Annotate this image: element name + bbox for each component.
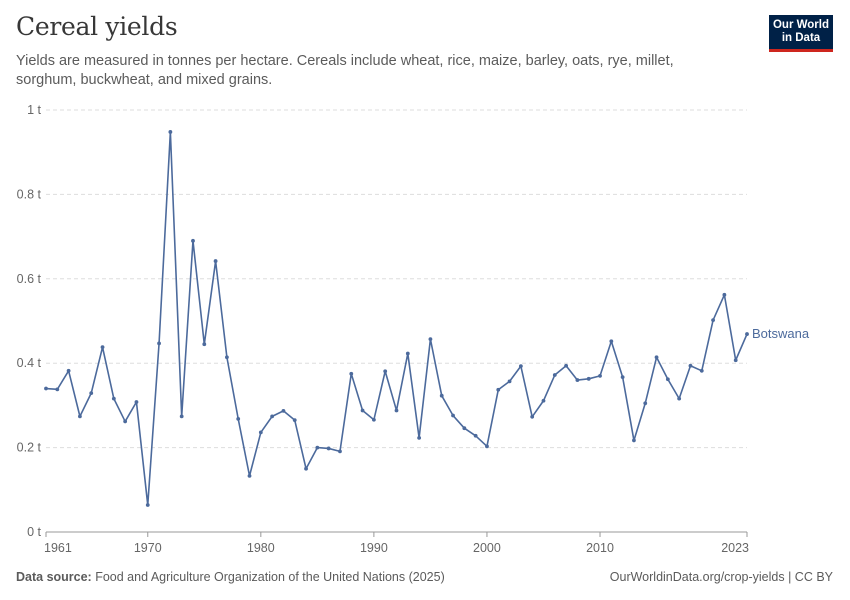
data-point[interactable] [428,337,433,342]
data-point[interactable] [722,292,727,297]
data-point[interactable] [598,373,602,378]
data-point[interactable] [281,408,286,413]
data-point[interactable] [360,408,365,413]
data-point[interactable] [145,503,150,507]
data-point[interactable] [473,433,478,438]
data-point[interactable] [44,386,48,391]
x-tick-label: 2023 [721,541,749,555]
y-tick-label: 0.2 t [17,441,42,455]
y-tick-label: 0 t [27,525,41,539]
data-point[interactable] [66,368,71,373]
grid-lines [46,109,747,449]
data-point[interactable] [349,371,354,376]
x-tick-label: 2010 [586,541,614,555]
data-point[interactable] [711,318,715,323]
data-point[interactable] [270,414,275,419]
chart-title: Cereal yields [16,12,178,41]
data-point[interactable] [745,332,749,336]
x-tick-label: 1980 [247,541,275,555]
data-point[interactable] [609,339,614,344]
data-point[interactable] [496,387,501,392]
data-point[interactable] [507,379,512,384]
series-lines [45,131,748,506]
logo-line-1: Our World [772,19,829,31]
data-point[interactable] [55,387,60,392]
axes: 0 t 0.2 t 0.4 t 0.6 t 0.8 t 1 t 1961 1970 1980 19… [17,103,749,555]
data-point[interactable] [179,414,184,419]
x-tick-label: 1961 [44,541,72,555]
data-point[interactable] [123,419,128,424]
x-tick-label: 2000 [473,541,501,555]
series-labels: Botswana [752,326,810,341]
data-point[interactable] [643,401,648,406]
data-point[interactable] [552,373,557,377]
data-point[interactable] [632,438,636,443]
data-point[interactable] [168,130,173,134]
logo-line-2: in Data [781,32,821,44]
data-point[interactable] [462,426,467,431]
chart-subtitle: Yields are measured in tonnes per hectar… [16,53,674,88]
data-point[interactable] [665,377,670,382]
y-tick-label: 1 t [27,103,41,117]
data-point[interactable] [89,391,94,396]
data-point[interactable] [100,345,105,350]
data-point[interactable] [733,358,738,363]
x-tick-label: 1990 [360,541,388,555]
data-point[interactable] [304,466,308,471]
data-point[interactable] [530,414,535,419]
data-point[interactable] [688,363,693,368]
data-point[interactable] [326,446,331,451]
source-url[interactable]: OurWorldinData.org/crop-yields | CC BY [609,570,833,584]
data-point[interactable] [338,449,342,454]
data-point[interactable] [699,368,704,373]
series-label: Botswana [752,326,810,341]
data-point[interactable] [518,364,523,369]
data-point[interactable] [315,445,320,450]
data-point[interactable] [225,355,229,360]
data-point[interactable] [371,417,376,422]
data-source-text[interactable]: Food and Agriculture Organization of the… [95,570,445,584]
data-point[interactable] [157,341,161,346]
data-point[interactable] [191,238,195,243]
y-tick-label: 0.4 t [17,356,42,370]
y-tick-label: 0.6 t [17,272,42,286]
data-point[interactable] [485,444,489,449]
data-point[interactable] [383,369,388,374]
data-point[interactable] [620,375,625,380]
data-point[interactable] [394,408,399,413]
data-point[interactable] [417,435,422,440]
data-point[interactable] [405,351,410,356]
data-source-label: Data source: [16,570,92,584]
data-point[interactable] [134,400,139,404]
data-point[interactable] [677,396,682,401]
x-tick-label: 1970 [134,541,162,555]
data-point[interactable] [78,414,82,419]
data-point[interactable] [575,378,580,382]
owid-logo[interactable]: Our World in Data [769,15,833,52]
data-point[interactable] [451,413,455,418]
data-point[interactable] [111,396,116,401]
data-point[interactable] [236,417,241,421]
data-point[interactable] [654,355,659,360]
data-point[interactable] [247,473,252,478]
data-point[interactable] [564,363,568,368]
series-line-botswana[interactable] [45,131,748,506]
data-point[interactable] [541,398,546,403]
data-point[interactable] [586,376,591,381]
data-point[interactable] [202,342,207,347]
data-point[interactable] [439,393,444,398]
y-tick-label: 0.8 t [17,187,42,201]
data-points [44,130,749,507]
data-source: Data source: Food and Agriculture Organi… [16,570,445,584]
data-point[interactable] [258,430,263,435]
data-point[interactable] [292,418,297,423]
data-point[interactable] [213,259,218,263]
